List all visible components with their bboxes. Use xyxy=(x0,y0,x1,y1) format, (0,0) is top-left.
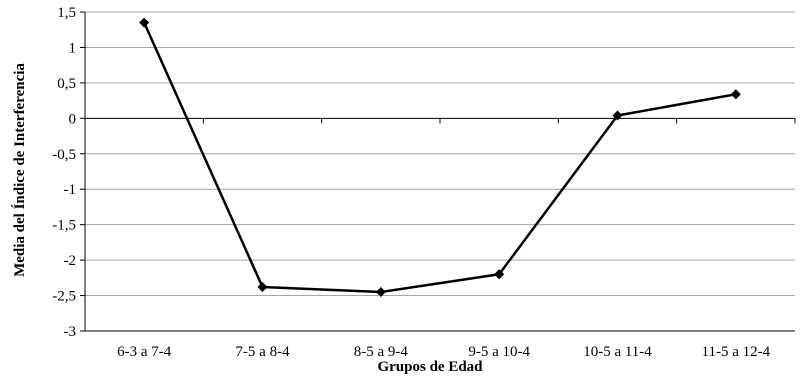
data-point-marker xyxy=(139,17,150,28)
y-tick-label: 1 xyxy=(69,40,77,56)
data-point-marker xyxy=(375,287,386,298)
x-tick-label: 10-5 a 11-4 xyxy=(583,344,652,360)
x-axis-title: Grupos de Edad xyxy=(377,359,483,375)
x-tick-label: 9-5 a 10-4 xyxy=(468,344,530,360)
data-markers xyxy=(139,17,741,298)
y-tick-label: 1,5 xyxy=(57,5,76,21)
y-tick-label: -1 xyxy=(64,182,77,198)
x-tick-labels: 6-3 a 7-4 7-5 a 8-4 8-5 a 9-4 9-5 a 10-4 10-… xyxy=(117,344,771,360)
y-tick-label: -3 xyxy=(64,324,77,340)
data-point-marker xyxy=(494,269,505,280)
y-tick-label: 0,5 xyxy=(57,76,76,92)
x-tick-label: 7-5 a 8-4 xyxy=(235,344,290,360)
data-point-marker xyxy=(612,110,623,121)
y-tick-label: 0 xyxy=(69,111,77,127)
y-tick-label: -2 xyxy=(64,253,77,269)
y-axis-title: Media del Índice de Interferencia xyxy=(11,63,28,277)
axes xyxy=(80,11,796,332)
x-tick-label: 8-5 a 9-4 xyxy=(354,344,409,360)
series-line xyxy=(143,22,737,294)
data-point-marker xyxy=(257,282,268,293)
y-tick-labels: 1,5 1 0,5 0 -0,5 -1 -1,5 -2 -2,5 -3 xyxy=(52,5,76,340)
x-tick-label: 11-5 a 12-4 xyxy=(702,344,771,360)
y-tick-label: -0,5 xyxy=(52,147,76,163)
y-tick-label: -2,5 xyxy=(52,289,76,305)
series-line-layer xyxy=(143,22,737,294)
data-point-marker xyxy=(730,89,741,100)
x-tick-label: 6-3 a 7-4 xyxy=(117,344,172,360)
y-tick-label: -1,5 xyxy=(52,218,76,234)
